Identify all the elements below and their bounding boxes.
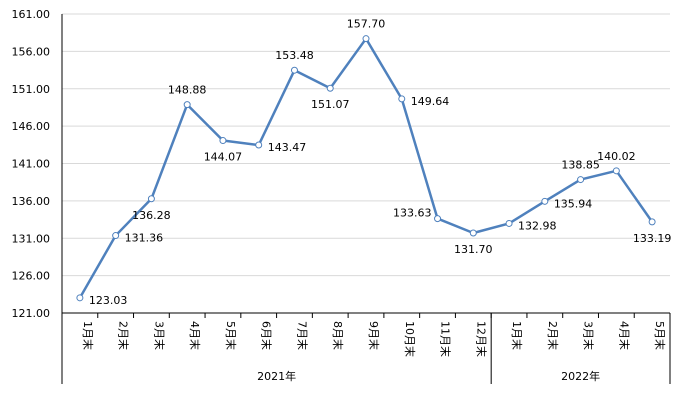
y-tick-label: 131.00 bbox=[12, 232, 51, 245]
x-tick-label: 2月末 bbox=[546, 321, 560, 350]
data-point bbox=[183, 101, 191, 109]
gridlines bbox=[62, 13, 670, 277]
data-point bbox=[147, 195, 155, 203]
x-tick-label: 3月末 bbox=[152, 321, 166, 350]
data-point bbox=[290, 66, 298, 74]
axes bbox=[61, 14, 671, 384]
x-tick-label: 8月末 bbox=[331, 321, 345, 350]
data-label: 140.02 bbox=[597, 150, 636, 163]
data-label: 151.07 bbox=[311, 98, 350, 111]
y-tick-label: 141.00 bbox=[12, 158, 51, 171]
data-label: 131.70 bbox=[454, 243, 493, 256]
data-labels: 123.03 131.36 136.28 148.88 144.07 143.47 153.… bbox=[89, 18, 671, 307]
y-tick-label: 121.00 bbox=[12, 307, 51, 320]
data-point bbox=[469, 229, 477, 237]
data-label: 144.07 bbox=[204, 151, 243, 164]
y-tick-label: 161.00 bbox=[12, 8, 51, 21]
x-tick-label: 2月末 bbox=[117, 321, 131, 350]
data-label: 143.47 bbox=[268, 141, 307, 154]
data-point bbox=[76, 294, 84, 302]
data-point bbox=[505, 219, 513, 227]
x-tick-label: 10月末 bbox=[403, 321, 417, 357]
data-label: 133.19 bbox=[633, 232, 672, 245]
x-tick-label: 4月末 bbox=[617, 321, 631, 350]
data-label: 149.64 bbox=[411, 95, 450, 108]
x-tick-label: 1月末 bbox=[510, 321, 524, 350]
data-point bbox=[112, 232, 120, 240]
data-point bbox=[362, 35, 370, 43]
x-tick-label: 7月末 bbox=[295, 321, 309, 350]
x-tick-label: 11月末 bbox=[439, 321, 453, 357]
data-point bbox=[612, 167, 620, 175]
series-points bbox=[76, 35, 656, 302]
data-label: 133.63 bbox=[393, 207, 432, 220]
data-point bbox=[326, 84, 334, 92]
data-point bbox=[541, 197, 549, 205]
data-point bbox=[577, 176, 585, 184]
x-tick-label: 5月末 bbox=[224, 321, 238, 350]
data-label: 136.28 bbox=[132, 209, 171, 222]
y-tick-label: 146.00 bbox=[12, 120, 51, 133]
x-tick-label: 4月末 bbox=[188, 321, 202, 350]
y-tick-label: 156.00 bbox=[12, 45, 51, 58]
data-label: 148.88 bbox=[168, 84, 207, 97]
data-point bbox=[434, 215, 442, 223]
data-point bbox=[398, 95, 406, 103]
x-tick-label: 5月末 bbox=[653, 321, 667, 350]
x-tick-label: 9月末 bbox=[367, 321, 381, 350]
y-axis-tick-labels: 121.00 126.00 131.00 136.00 141.00 146.00 151.… bbox=[12, 8, 51, 320]
x-tick-label: 1月末 bbox=[81, 321, 95, 350]
y-tick-label: 136.00 bbox=[12, 195, 51, 208]
data-point bbox=[255, 141, 263, 149]
data-label: 138.85 bbox=[561, 159, 600, 172]
data-label: 132.98 bbox=[518, 219, 557, 232]
data-label: 135.94 bbox=[554, 197, 593, 210]
year-group-label: 2022年 bbox=[561, 369, 600, 383]
data-label: 153.48 bbox=[275, 49, 314, 62]
data-point bbox=[648, 218, 656, 226]
data-point bbox=[219, 137, 227, 145]
data-label: 123.03 bbox=[89, 294, 128, 307]
x-axis-group-labels: 2021年 2022年 bbox=[257, 369, 600, 383]
x-tick-label: 3月末 bbox=[582, 321, 596, 350]
data-label: 157.70 bbox=[347, 18, 386, 31]
y-tick-label: 126.00 bbox=[12, 270, 51, 283]
x-tick-label: 6月末 bbox=[260, 321, 274, 350]
year-group-label: 2021年 bbox=[257, 369, 296, 383]
x-axis-tick-labels: 1月末 2月末 3月末 4月末 5月末 6月末 7月末 8月末 9月末 10月末 11月末 12月末 1… bbox=[81, 321, 667, 357]
y-tick-label: 151.00 bbox=[12, 83, 51, 96]
x-tick-label: 12月末 bbox=[474, 321, 488, 357]
data-label: 131.36 bbox=[125, 232, 164, 245]
